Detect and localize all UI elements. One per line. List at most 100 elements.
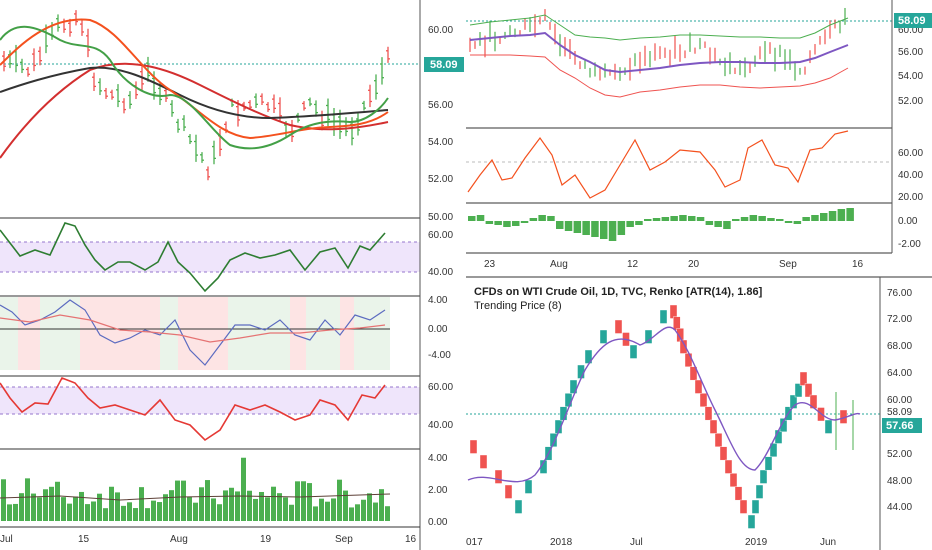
hist-bar: [538, 215, 546, 221]
hist-bar: [758, 216, 766, 221]
left-vol-tick: 0.00: [428, 517, 448, 528]
volume-bar: [277, 493, 282, 521]
tr-time-axis[interactable]: 23 Aug 12 20 Sep 16: [484, 259, 864, 270]
tr-histogram: [468, 208, 854, 241]
renko-brick: [644, 329, 653, 344]
volume-bar: [283, 497, 288, 521]
left-price-label-box: [424, 57, 464, 72]
ma-red-line: [0, 62, 389, 159]
renko-brick: [824, 419, 833, 434]
volume-bar: [73, 496, 78, 521]
hist-bar: [591, 221, 599, 237]
volume-bar: [367, 493, 372, 521]
renko-brick: [799, 371, 808, 386]
renko-brick: [699, 393, 708, 408]
renko-time-tick: 017: [466, 537, 483, 548]
renko-price-axis[interactable]: 76.00 72.00 68.00 64.00 60.00 52.00 48.0…: [882, 288, 922, 513]
volume-bar: [373, 502, 378, 521]
left-chart-panel[interactable]: [0, 0, 421, 550]
renko-axis-tick: 44.00: [887, 502, 912, 513]
hist-bar: [547, 216, 555, 221]
hist-bar: [679, 215, 687, 221]
renko-brick: [479, 454, 488, 469]
tr-time-tick: 12: [627, 259, 639, 270]
hist-bar: [608, 221, 617, 241]
renko-chart-panel[interactable]: CFDs on WTI Crude Oil, 1D, TVC, Renko [A…: [466, 276, 932, 550]
tr-hist-tick: -2.00: [898, 239, 921, 250]
left-time-axis[interactable]: Jul 15 Aug 19 Sep 16: [0, 526, 420, 545]
left-time-tick: Sep: [335, 534, 353, 545]
volume-bar: [115, 492, 120, 521]
volume-bar: [43, 489, 48, 521]
hist-bar: [652, 218, 661, 221]
renko-time-axis[interactable]: 017 2018 Jul 2019 Jun: [466, 537, 836, 548]
renko-brick: [747, 514, 756, 529]
volume-bar: [67, 503, 72, 521]
left-volume-ma: [0, 493, 391, 501]
hist-bar: [793, 221, 802, 224]
hist-bar: [828, 211, 837, 221]
top-right-chart-panel[interactable]: [466, 0, 893, 254]
hist-bar: [512, 221, 520, 226]
renko-brick: [779, 418, 788, 433]
volume-bar: [139, 487, 144, 521]
left-macd-blue: [0, 299, 386, 366]
renko-brick: [504, 484, 513, 499]
tr-osc-tick: 40.00: [898, 170, 923, 181]
hist-bar: [644, 219, 652, 221]
left-time-tick: 16: [405, 534, 417, 545]
left-macd-tick: 4.00: [428, 295, 448, 306]
left-price-axis[interactable]: 60.00 58.00 56.00 54.00 52.00 50.00 58.0…: [424, 25, 464, 223]
tr-lower-band: [470, 54, 849, 98]
hist-bar: [485, 221, 494, 224]
volume-bar: [31, 493, 36, 521]
left-vol-tick: 4.00: [428, 453, 448, 464]
tr-axis-tick: 54.00: [898, 71, 923, 82]
hist-bar: [529, 218, 538, 221]
volume-bar: [169, 490, 174, 521]
renko-brick: [734, 486, 743, 501]
volume-bar: [319, 498, 324, 521]
tr-osc-tick: 60.00: [898, 148, 923, 159]
renko-brick: [659, 309, 668, 324]
volume-bar: [91, 501, 96, 521]
hist-bar: [520, 221, 529, 223]
hist-bar: [802, 217, 810, 221]
hist-bar: [564, 221, 573, 231]
tr-time-tick: 16: [852, 259, 864, 270]
renko-brick: [709, 419, 718, 434]
renko-brick: [724, 459, 733, 474]
renko-axis-tick: 60.00: [887, 395, 912, 406]
tr-price-label-box: [894, 13, 932, 28]
renko-brick: [549, 433, 558, 448]
volume-bar: [355, 504, 360, 521]
renko-axis-tick: 48.00: [887, 476, 912, 487]
tr-price-axis[interactable]: 60.00 56.00 54.00 52.00 58.09 60.00 40.0…: [894, 13, 932, 250]
left-time-tick: Aug: [170, 534, 188, 545]
hist-bar: [556, 221, 564, 229]
left-indicator-axes: 60.00 40.00 4.00 0.00 -4.00 60.00 40.00 …: [428, 230, 453, 528]
renko-axis-tick: 64.00: [887, 368, 912, 379]
volume-bar: [301, 481, 306, 521]
left-axis-tick: 60.00: [428, 25, 453, 36]
volume-bar: [307, 483, 312, 521]
tr-price-bars: [469, 7, 846, 81]
ma-dark-line: [0, 66, 389, 120]
hist-bar: [811, 215, 819, 221]
tr-time-tick: 20: [688, 259, 700, 270]
left-osc-tick: 60.00: [428, 382, 453, 393]
hist-bar: [573, 221, 582, 233]
volume-bar: [19, 493, 24, 521]
renko-brick: [751, 499, 760, 514]
hist-bar: [635, 221, 643, 225]
tr-time-tick: Aug: [550, 259, 568, 270]
renko-brick: [719, 446, 728, 461]
renko-price-label-box: [882, 418, 922, 433]
renko-brick: [689, 366, 698, 381]
ma-green-line: [0, 25, 389, 150]
left-rsi-tick: 60.00: [428, 230, 453, 241]
tr-osc-tick: 20.00: [898, 192, 923, 203]
left-price-label: 58.09: [430, 59, 458, 71]
tr-osc-line: [467, 130, 849, 199]
